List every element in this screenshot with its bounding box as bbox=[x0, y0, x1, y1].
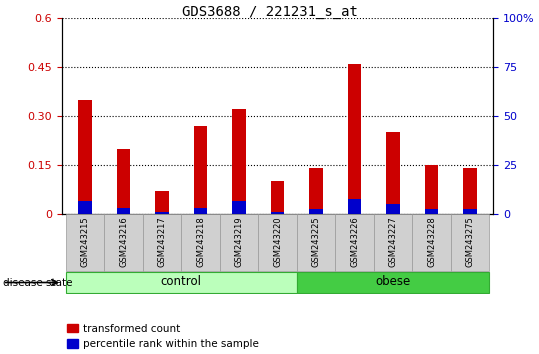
Bar bbox=[464, 169, 477, 214]
Text: GSM243226: GSM243226 bbox=[350, 216, 359, 267]
Bar bbox=[220, 214, 258, 271]
Text: GSM243215: GSM243215 bbox=[81, 216, 89, 267]
Legend: transformed count, percentile rank within the sample: transformed count, percentile rank withi… bbox=[67, 324, 259, 349]
Text: GDS3688 / 221231_s_at: GDS3688 / 221231_s_at bbox=[182, 5, 357, 19]
Bar bbox=[66, 214, 105, 271]
Text: disease state: disease state bbox=[3, 278, 72, 288]
Bar bbox=[181, 214, 220, 271]
Bar bbox=[78, 99, 92, 214]
Bar bbox=[335, 214, 374, 271]
Bar bbox=[194, 207, 208, 214]
Bar bbox=[386, 132, 400, 214]
Bar bbox=[425, 209, 438, 214]
Text: GSM243275: GSM243275 bbox=[466, 216, 474, 267]
Bar bbox=[309, 169, 323, 214]
Bar bbox=[66, 272, 297, 293]
Bar bbox=[232, 201, 246, 214]
Text: GSM243225: GSM243225 bbox=[312, 216, 321, 267]
Bar bbox=[194, 126, 208, 214]
Bar bbox=[105, 214, 143, 271]
Bar bbox=[271, 212, 285, 214]
Text: GSM243218: GSM243218 bbox=[196, 216, 205, 267]
Bar bbox=[297, 214, 335, 271]
Bar bbox=[117, 208, 130, 214]
Text: control: control bbox=[161, 275, 202, 289]
Bar bbox=[258, 214, 297, 271]
Bar bbox=[412, 214, 451, 271]
Text: GSM243220: GSM243220 bbox=[273, 216, 282, 267]
Text: GSM243216: GSM243216 bbox=[119, 216, 128, 267]
Bar bbox=[451, 214, 489, 271]
Text: GSM243228: GSM243228 bbox=[427, 216, 436, 267]
Bar bbox=[348, 199, 361, 214]
Text: GSM243219: GSM243219 bbox=[234, 216, 244, 267]
Bar bbox=[309, 209, 323, 214]
Bar bbox=[425, 165, 438, 214]
Text: GSM243217: GSM243217 bbox=[157, 216, 167, 267]
Text: obese: obese bbox=[376, 275, 411, 289]
Bar bbox=[143, 214, 181, 271]
Bar bbox=[232, 109, 246, 214]
Bar bbox=[78, 201, 92, 214]
Bar bbox=[348, 64, 361, 214]
Bar bbox=[155, 191, 169, 214]
Text: GSM243227: GSM243227 bbox=[389, 216, 398, 267]
Bar bbox=[386, 204, 400, 214]
Bar bbox=[374, 214, 412, 271]
Bar bbox=[464, 209, 477, 214]
Bar bbox=[117, 149, 130, 214]
Bar bbox=[297, 272, 489, 293]
Bar bbox=[155, 212, 169, 214]
Bar bbox=[271, 181, 285, 214]
